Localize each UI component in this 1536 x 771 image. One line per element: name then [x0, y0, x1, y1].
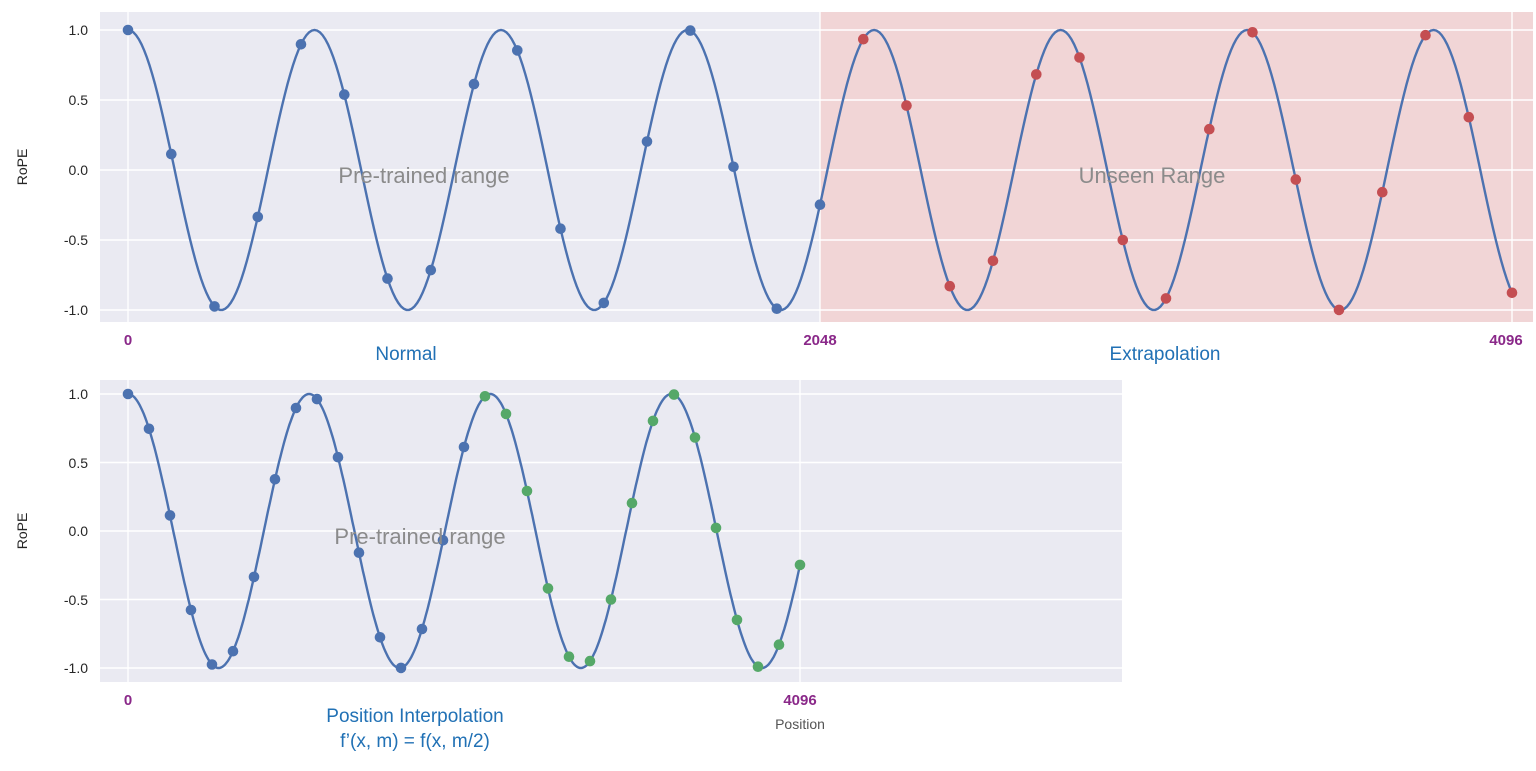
caption-interpolation-formula: f’(x, m) = f(x, m/2)	[340, 731, 490, 752]
original-position-samples-dot	[290, 402, 302, 414]
extrapolation-samples-dot	[1117, 234, 1129, 246]
normal-samples-dot	[252, 211, 264, 223]
extrapolation-samples-dot	[1074, 52, 1085, 63]
normal-samples-dot	[512, 45, 523, 56]
xtick-bottom-0: 0	[123, 692, 133, 709]
pretrained-range-annotation-bottom: Pre-trained range	[334, 524, 506, 549]
interpolated-position-samples-dot	[689, 432, 701, 443]
original-position-samples-dot	[269, 474, 281, 485]
ytick-bottom-4: -0.5	[63, 592, 88, 608]
extrapolation-samples-dot	[1031, 69, 1042, 80]
extrapolation-samples-dot	[858, 33, 869, 45]
caption-extrapolation: Extrapolation	[1109, 344, 1221, 365]
original-position-samples-dot	[164, 510, 176, 521]
ytick-bottom-1: 1.0	[68, 386, 88, 402]
pretrained-region-bg	[100, 12, 820, 322]
extrapolation-samples-dot	[1506, 287, 1518, 299]
pretrained-range-annotation-top: Pre-trained range	[338, 163, 510, 188]
caption-normal: Normal	[375, 344, 437, 365]
ytick-bottom-3: 0.0	[68, 523, 88, 539]
interpolated-position-samples-dot	[626, 497, 638, 509]
ytick-top-4: -0.5	[63, 232, 88, 248]
extrapolation-samples-dot	[1290, 174, 1302, 185]
original-position-samples-dot	[143, 423, 155, 435]
extrapolation-samples-dot	[944, 280, 956, 292]
extrapolation-samples-dot	[1204, 123, 1215, 135]
normal-samples-dot	[468, 78, 480, 90]
normal-samples-dot	[122, 24, 134, 36]
original-position-samples-dot	[311, 393, 323, 405]
normal-samples-dot	[166, 148, 177, 160]
extrapolation-samples-dot	[1333, 304, 1345, 316]
normal-samples-dot	[209, 301, 220, 312]
ytick-top-2: 0.5	[68, 92, 88, 108]
original-position-samples-dot	[374, 632, 386, 643]
normal-samples-dot	[771, 303, 783, 315]
normal-samples-dot	[555, 223, 566, 234]
original-position-samples-dot	[332, 451, 344, 463]
original-position-samples-dot	[122, 388, 134, 400]
normal-samples-dot	[598, 297, 610, 309]
normal-samples-dot	[685, 25, 696, 36]
original-position-samples-dot	[185, 604, 197, 616]
interpolated-position-samples-dot	[647, 415, 659, 427]
interpolated-position-samples-dot	[563, 651, 575, 662]
interpolated-position-samples-dot	[479, 391, 491, 402]
ytick-top-1: 1.0	[68, 22, 88, 38]
top-panel	[100, 12, 1533, 322]
ytick-top-5: -1.0	[63, 302, 88, 318]
extrapolation-samples-dot	[987, 255, 999, 267]
xtick-bottom-4096: 4096	[783, 692, 817, 709]
extrapolation-samples-dot	[1420, 29, 1431, 41]
normal-samples-dot	[641, 136, 653, 147]
y-axis-label-top: RoPE	[14, 148, 30, 186]
interpolated-position-samples-dot	[605, 594, 617, 605]
extrapolation-samples-dot	[1463, 111, 1475, 123]
ytick-top-3: 0.0	[68, 162, 88, 178]
normal-samples-dot	[295, 39, 307, 50]
interpolated-position-samples-dot	[731, 614, 743, 626]
original-position-samples-dot	[248, 571, 260, 583]
extrapolation-samples-dot	[1377, 186, 1388, 198]
interpolated-position-samples-dot	[794, 559, 806, 571]
original-position-samples-dot	[416, 623, 428, 635]
normal-samples-dot	[728, 161, 739, 173]
normal-samples-dot	[814, 199, 826, 210]
original-position-samples-dot	[206, 659, 218, 670]
extrapolation-samples-dot	[1247, 27, 1258, 38]
original-position-samples-dot	[227, 645, 239, 657]
original-position-samples-dot	[458, 441, 470, 453]
xtick-top-0: 0	[123, 332, 133, 349]
interpolated-position-samples-dot	[710, 522, 722, 534]
bottom-panel	[100, 380, 1122, 682]
extrapolation-samples-dot	[901, 100, 912, 111]
normal-samples-dot	[425, 264, 437, 276]
interpolated-position-samples-dot	[773, 639, 785, 650]
normal-samples-dot	[339, 89, 350, 100]
original-position-samples-dot	[395, 662, 407, 674]
interpolated-position-samples-dot	[521, 485, 533, 497]
ytick-bottom-2: 0.5	[68, 455, 88, 471]
normal-samples-dot	[382, 273, 393, 284]
original-position-samples-dot	[437, 535, 449, 546]
y-axis-label-bottom: RoPE	[14, 512, 30, 550]
original-position-samples-dot	[353, 547, 365, 558]
interpolated-position-samples-dot	[752, 661, 764, 672]
extrapolation-samples-dot	[1160, 293, 1172, 304]
interpolated-position-samples-dot	[542, 583, 554, 594]
xtick-top-4096: 4096	[1489, 332, 1523, 349]
unseen-range-annotation: Unseen Range	[1078, 163, 1226, 188]
interpolated-position-samples-dot	[668, 389, 680, 400]
x-axis-label-position: Position	[775, 716, 825, 732]
interpolated-position-samples-dot	[584, 655, 596, 667]
interpolated-position-samples-dot	[500, 408, 512, 420]
xtick-top-2048: 2048	[803, 332, 837, 349]
ytick-bottom-5: -1.0	[63, 660, 88, 676]
caption-position-interpolation: Position Interpolation	[326, 706, 504, 727]
